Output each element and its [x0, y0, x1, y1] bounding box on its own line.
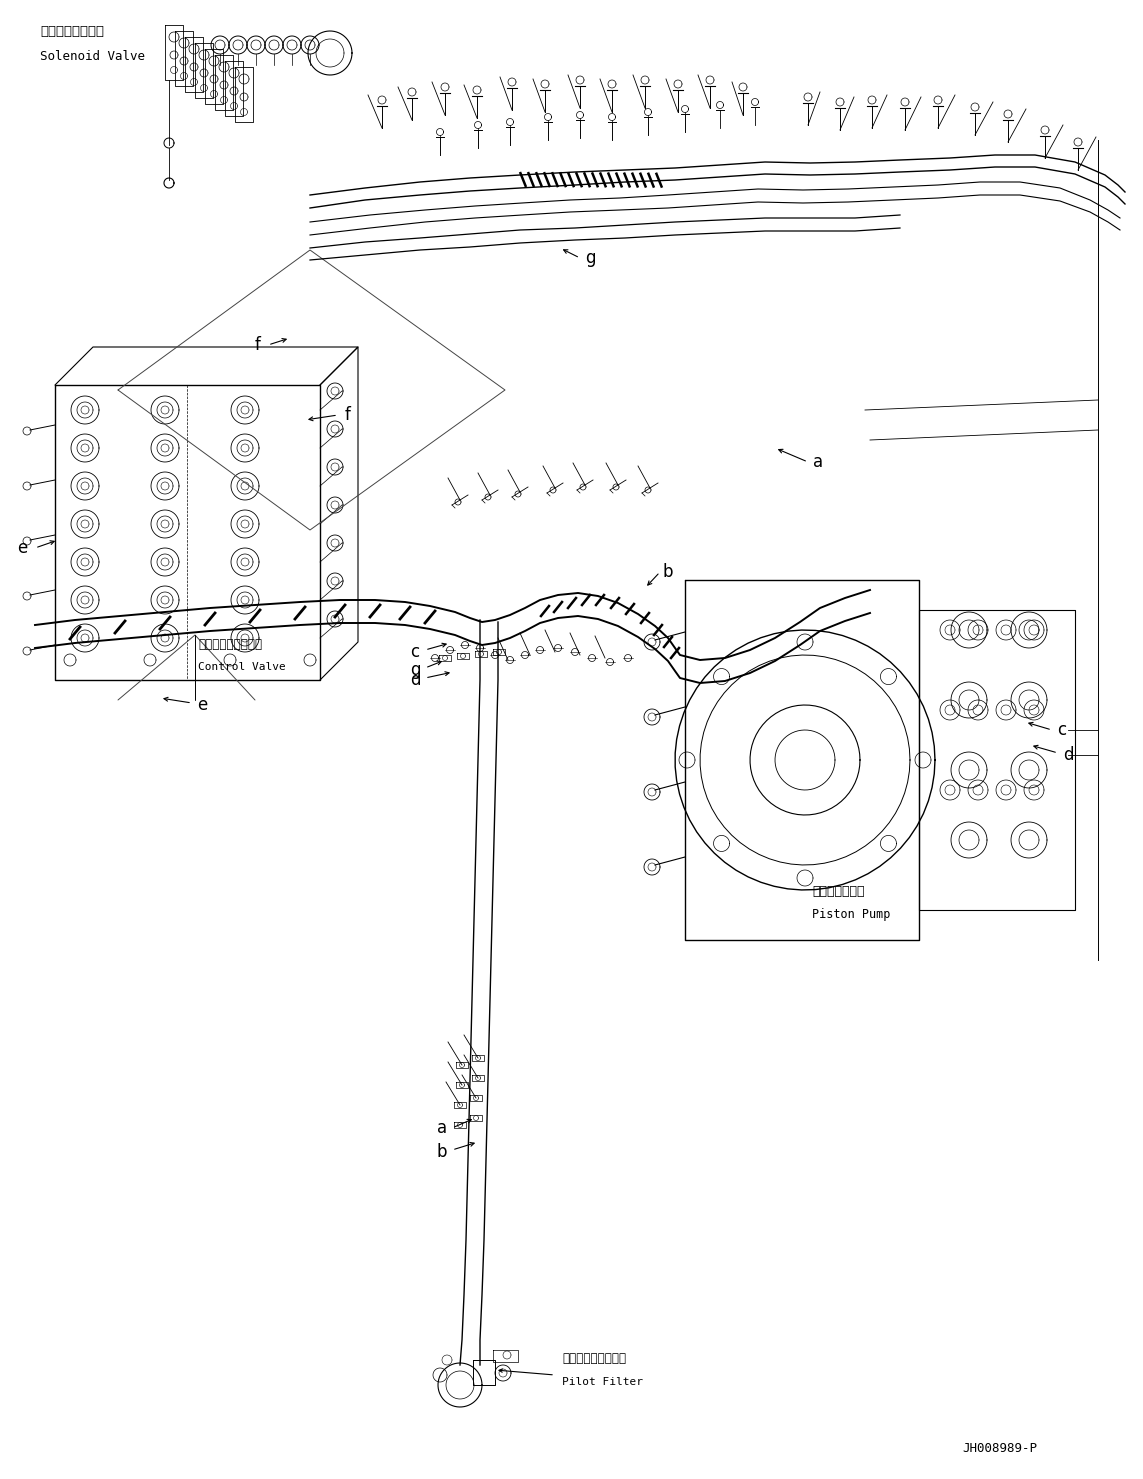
Text: ソレノイドバルブ: ソレノイドバルブ	[40, 25, 104, 38]
Text: g: g	[409, 661, 421, 679]
Text: e: e	[197, 697, 207, 714]
Text: a: a	[813, 453, 823, 470]
Text: e: e	[17, 538, 27, 558]
Text: c: c	[410, 643, 419, 661]
Text: b: b	[437, 1143, 447, 1161]
Text: JH008989-P: JH008989-P	[962, 1442, 1037, 1455]
Text: c: c	[1057, 720, 1066, 740]
Text: g: g	[585, 248, 596, 268]
Text: b: b	[663, 563, 673, 581]
Text: d: d	[1063, 745, 1073, 765]
Text: a: a	[437, 1120, 447, 1137]
Text: d: d	[409, 671, 421, 689]
Text: f: f	[255, 336, 261, 353]
Text: Pilot Filter: Pilot Filter	[562, 1377, 644, 1387]
Text: パイロットフィルタ: パイロットフィルタ	[562, 1352, 626, 1365]
Text: f: f	[345, 407, 351, 424]
Text: Piston Pump: Piston Pump	[812, 908, 890, 921]
Text: コントロールバルブ: コントロールバルブ	[198, 637, 262, 651]
Text: Control Valve: Control Valve	[198, 663, 286, 671]
Text: ピストンポンプ: ピストンポンプ	[812, 884, 864, 898]
Text: Solenoid Valve: Solenoid Valve	[40, 50, 145, 64]
